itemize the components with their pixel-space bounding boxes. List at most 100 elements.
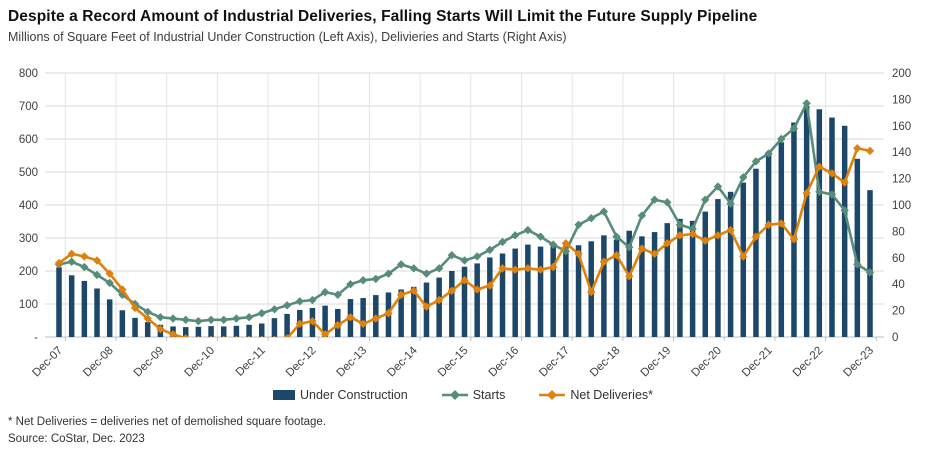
right-axis-tick-label: 120	[892, 174, 911, 186]
x-axis-tick-label: Dec-17	[537, 345, 572, 380]
starts-line-marker	[599, 207, 609, 216]
net-deliveries-line-marker	[168, 330, 178, 337]
starts-line-marker	[612, 232, 621, 241]
legend-item-under-construction: Under Construction	[272, 388, 408, 402]
starts-line-marker	[460, 256, 469, 265]
left-axis-tick-label: 500	[19, 167, 38, 179]
starts-line-marker	[802, 99, 811, 108]
net-deliveries-line-marker	[371, 314, 380, 323]
starts-line-marker	[257, 309, 266, 318]
bar-under-construction	[765, 153, 772, 337]
net-deliveries-line-marker	[827, 169, 837, 178]
net-deliveries-line-marker	[561, 239, 571, 248]
x-axis-tick-label: Dec-08	[81, 345, 116, 380]
net-deliveries-line-marker	[510, 265, 520, 274]
bar-under-construction	[651, 232, 658, 337]
starts-line	[54, 99, 875, 326]
x-axis-tick-label: Dec-22	[791, 345, 826, 380]
starts-line-marker	[80, 262, 89, 272]
starts-line-marker	[92, 270, 102, 280]
starts-line-marker	[536, 232, 545, 241]
starts-line-marker	[549, 240, 558, 249]
starts-line-marker	[751, 157, 761, 166]
net-deliveries-line-marker	[777, 219, 786, 228]
starts-line-marker	[853, 260, 862, 269]
starts-line-marker	[156, 313, 165, 322]
net-deliveries-line-marker	[637, 244, 647, 253]
x-axis-tick-label: Dec-09	[132, 345, 167, 380]
net-deliveries-line-marker	[815, 162, 824, 171]
footnote-source: Source: CoStar, Dec. 2023	[8, 432, 145, 445]
net-deliveries-line-marker	[840, 178, 849, 187]
bar-under-construction	[715, 199, 721, 337]
starts-line-marker	[219, 315, 228, 325]
net-deliveries-line-marker	[422, 302, 431, 311]
net-deliveries-line-marker	[726, 225, 735, 235]
starts-line-marker	[523, 225, 533, 235]
x-axis-tick-label: Dec-21	[740, 345, 775, 380]
left-axis-tick-label: 300	[19, 233, 38, 245]
net-deliveries-line-marker	[80, 252, 89, 261]
net-deliveries-line-marker	[853, 144, 862, 153]
starts-line-marker	[168, 314, 178, 323]
bar-under-construction	[487, 257, 493, 337]
net-deliveries-line-marker	[54, 258, 64, 268]
bar-under-construction	[778, 142, 785, 337]
bar-under-construction	[803, 106, 810, 337]
net-deliveries-line-marker	[498, 264, 507, 273]
page-title: Despite a Record Amount of Industrial De…	[8, 8, 758, 25]
bar-under-construction	[791, 122, 797, 337]
starts-line-marker	[143, 307, 152, 317]
bar-under-construction	[601, 235, 607, 337]
x-axis-tick-label: Dec-16	[487, 345, 522, 380]
net-deliveries-line-marker	[346, 313, 355, 322]
net-deliveries-line-marker	[182, 334, 189, 337]
net-deliveries-line-marker	[434, 295, 444, 305]
net-deliveries-line-marker	[549, 262, 558, 272]
bar-under-construction	[220, 326, 227, 337]
net-deliveries-line-marker	[295, 319, 304, 328]
bar-under-construction	[841, 125, 848, 337]
line-diamond-swatch-icon	[539, 390, 566, 400]
bar-under-construction	[702, 211, 709, 337]
legend-label-under-construction: Under Construction	[299, 388, 408, 402]
net-deliveries-line-marker	[460, 276, 469, 285]
bar-under-construction	[360, 298, 366, 337]
bar-under-construction	[613, 239, 620, 337]
right-axis-tick-label: 200	[892, 68, 911, 80]
bar-under-construction	[436, 277, 442, 337]
starts-line-marker	[333, 290, 342, 299]
starts-line-marker	[434, 264, 444, 273]
line-diamond-swatch-icon	[441, 390, 468, 400]
net-deliveries-line-marker	[333, 320, 342, 330]
under-construction-bars	[56, 106, 873, 337]
net-deliveries-line-marker	[574, 249, 583, 259]
starts-line-marker	[447, 250, 457, 260]
legend-label-starts: Starts	[472, 388, 506, 402]
net-deliveries-line-marker	[284, 334, 290, 337]
x-axis-tick-label: Dec-15	[436, 345, 471, 380]
x-axis-tick-label: Dec-10	[182, 345, 217, 380]
x-axis-tick-label: Dec-11	[234, 345, 268, 379]
bar-under-construction	[727, 191, 734, 337]
bar-under-construction	[829, 117, 835, 337]
x-axis-tick-label: Dec-13	[335, 345, 370, 380]
bar-under-construction	[461, 266, 468, 337]
starts-line-marker	[764, 149, 773, 158]
left-axis-tick-label: 800	[19, 68, 38, 80]
starts-line-marker	[675, 220, 685, 229]
left-axis-tick-label: 100	[19, 299, 38, 311]
chart-footnotes: * Net Deliveries = deliveries net of dem…	[8, 414, 918, 447]
starts-line-marker	[625, 243, 634, 252]
bar-under-construction	[867, 190, 873, 337]
right-axis-tick-label: 100	[892, 200, 911, 212]
net-deliveries-line-marker	[308, 316, 317, 326]
net-deliveries-line-marker	[447, 286, 457, 295]
net-deliveries-line-marker	[789, 235, 799, 244]
bar-under-construction	[816, 109, 823, 337]
net-deliveries-line-marker	[396, 290, 406, 299]
chart-header: Despite a Record Amount of Industrial De…	[0, 0, 926, 44]
legend-item-net-deliveries: Net Deliveries*	[539, 388, 653, 402]
bar-under-construction	[132, 317, 138, 337]
